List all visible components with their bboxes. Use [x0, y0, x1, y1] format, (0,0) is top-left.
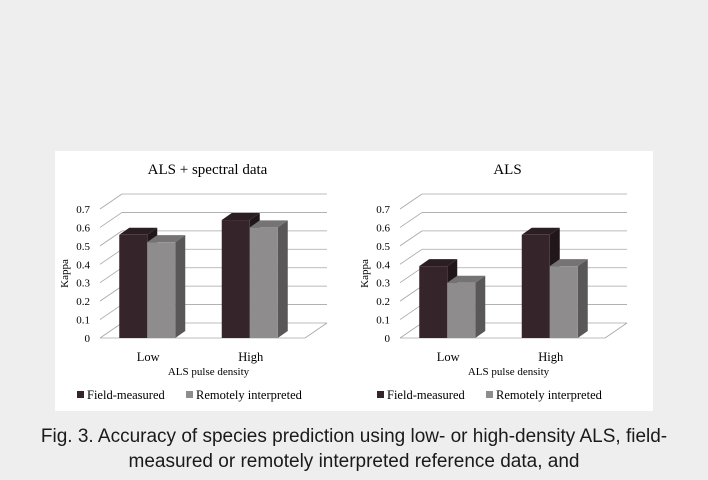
y-tick-label: 0.6 — [376, 222, 390, 234]
bar-side — [577, 259, 588, 338]
y-tick-label: 0.1 — [376, 315, 390, 327]
gridline-depth — [99, 248, 123, 265]
x-axis-label: ALS pulse density — [468, 366, 550, 378]
gridline-depth — [99, 285, 123, 302]
y-tick-label: 0.1 — [76, 315, 90, 327]
gridline-depth — [99, 193, 123, 210]
bar-top — [147, 235, 186, 243]
floor-edge — [604, 322, 628, 339]
gridline-depth — [99, 212, 123, 228]
legend-swatch — [186, 391, 193, 398]
bar — [447, 282, 476, 338]
chart-title: ALS — [493, 162, 521, 178]
bar-top — [549, 259, 588, 267]
y-tick-label: 0.3 — [376, 278, 390, 290]
legend-swatch — [377, 391, 384, 398]
legend-label: Remotely interpreted — [496, 388, 603, 402]
bar — [549, 266, 578, 338]
y-tick-label: 0.4 — [376, 259, 390, 271]
bar-top — [447, 275, 486, 283]
bar-side — [175, 235, 186, 338]
y-tick-label: 0.3 — [76, 278, 90, 290]
chart-als: ALS 0 0.1 0.2 0.3 0.4 0.5 0.6 0.7 Kappa Low High ALS… — [359, 162, 628, 402]
bar-top — [521, 227, 560, 235]
y-tick-label: 0.5 — [76, 241, 90, 253]
gridline-depth — [99, 230, 123, 247]
y-tick-label: 0.5 — [376, 241, 390, 253]
bar — [249, 227, 278, 338]
y-tick-label: 0.7 — [76, 204, 90, 216]
bar-top — [119, 227, 158, 235]
x-tick-label: High — [538, 350, 564, 364]
gridline-depth — [399, 248, 423, 265]
x-axis-label: ALS pulse density — [168, 366, 250, 378]
bar — [521, 234, 550, 338]
gridline-depth — [99, 322, 123, 339]
legend-label: Field-measured — [387, 388, 466, 402]
figure-caption: Fig. 3. Accuracy of species prediction u… — [40, 426, 668, 472]
bar — [419, 266, 448, 338]
legend-label: Remotely interpreted — [196, 388, 303, 402]
gridline-depth — [399, 322, 423, 339]
bar — [119, 234, 148, 338]
y-axis-label: Kappa — [359, 259, 371, 288]
x-tick-label: High — [238, 350, 264, 364]
y-tick-label: 0.7 — [376, 204, 390, 216]
gridline-depth — [99, 267, 123, 284]
floor-edge — [304, 322, 328, 339]
bar-top — [419, 259, 458, 267]
figure-panel: ALS + spectral data 0 0.1 0.2 0.3 0.4 0.5 0.6 0.… — [55, 151, 653, 411]
gridline-depth — [399, 304, 423, 320]
gridline-depth — [99, 304, 123, 320]
bar-side — [475, 275, 486, 338]
gridline-depth — [399, 267, 423, 284]
legend-swatch — [77, 391, 84, 398]
bar-top — [249, 220, 288, 228]
legend-swatch — [486, 391, 493, 398]
y-tick-label: 0.2 — [376, 296, 390, 308]
y-tick-label: 0.2 — [76, 296, 90, 308]
gridline-depth — [399, 230, 423, 247]
y-tick-label: 0 — [85, 333, 91, 345]
y-tick-label: 0.6 — [76, 222, 90, 234]
gridline-depth — [399, 285, 423, 302]
chart-title: ALS + spectral data — [148, 162, 268, 178]
gridline-depth — [399, 212, 423, 228]
y-tick-label: 0 — [385, 333, 391, 345]
bar-top — [221, 213, 260, 221]
x-tick-label: Low — [137, 350, 160, 364]
y-axis-label: Kappa — [59, 259, 71, 288]
legend-label: Field-measured — [87, 388, 166, 402]
bar — [147, 242, 176, 338]
gridline-depth — [399, 193, 423, 210]
bar — [221, 220, 250, 338]
y-tick-label: 0.4 — [76, 259, 90, 271]
chart-als-spectral: ALS + spectral data 0 0.1 0.2 0.3 0.4 0.5 0.6 0.… — [59, 162, 328, 402]
bar-side — [277, 220, 288, 338]
x-tick-label: Low — [437, 350, 460, 364]
